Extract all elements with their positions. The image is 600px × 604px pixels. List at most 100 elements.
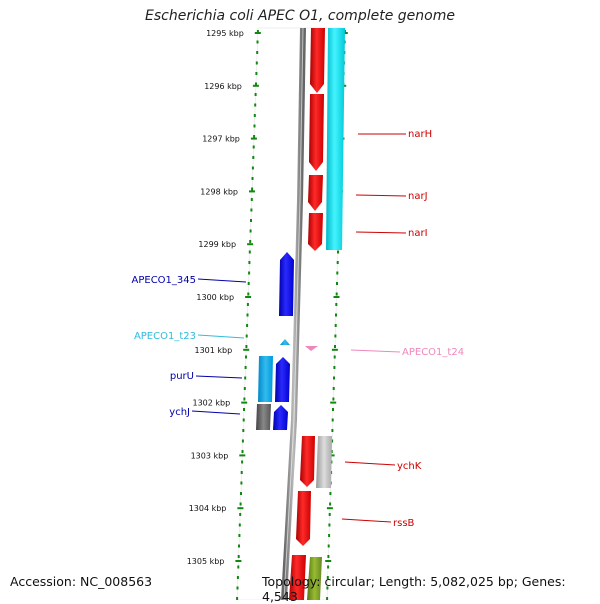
feature-label-narJ[interactable]: narJ (408, 191, 428, 202)
ruler-dot-left (240, 492, 242, 495)
feature-label-purU[interactable]: purU (170, 371, 194, 382)
gene-arrow-ychK (300, 436, 315, 487)
gene-arrow-APECO1_t24 (305, 346, 318, 351)
ruler-dot-left (238, 523, 241, 527)
gene-arrow-narI (308, 213, 323, 251)
ruler-dot-right (326, 586, 329, 590)
ruler-dot-left (251, 187, 254, 191)
ruler-dot-right (333, 376, 335, 380)
ruler-dot-left (241, 439, 244, 443)
feature-labels: narH narJ narI APECO1_345 APECO1_t23 APE… (132, 129, 465, 529)
ruler-dot-right (329, 502, 332, 506)
ruler-tick-label: 1295 kbp (206, 29, 244, 38)
ruler-dot-left (256, 40, 259, 44)
ruler-dot-left (252, 156, 255, 159)
ruler-tick-right (325, 560, 332, 562)
gene-arrow (310, 28, 325, 93)
ruler-dot-left (245, 334, 248, 338)
ruler-dot-right (328, 534, 331, 537)
ruler-dot-right (332, 387, 335, 390)
ruler-dot-left (248, 250, 251, 254)
ruler-dot-left (239, 513, 242, 516)
gene-arrow-olive (307, 557, 322, 600)
ruler-dot-left (246, 303, 249, 306)
feature-label-narI[interactable]: narI (408, 228, 428, 239)
ruler-dot-left (247, 292, 250, 296)
ruler-dot-right (332, 408, 334, 411)
ruler-dot-left (243, 397, 246, 401)
ruler-dot-left (245, 345, 248, 348)
ruler-dot-right (331, 429, 334, 432)
ruler-tick-left (252, 84, 259, 87)
label-connectors (191, 133, 407, 523)
ruler-dot-right (331, 418, 334, 422)
feature-label-APECO1_t24[interactable]: APECO1_t24 (402, 347, 464, 358)
ruler-tick-left (245, 296, 252, 298)
ruler-dot-left (250, 198, 253, 201)
ruler-tick-label: 1303 kbp (191, 451, 229, 460)
ruler-tick-left (247, 243, 254, 246)
ruler-dot-left (244, 366, 247, 369)
ruler-dot-right (328, 513, 331, 516)
ruler-tick-label: 1301 kbp (194, 346, 232, 355)
ruler-dot-right (335, 292, 338, 296)
ruler-dot-right (336, 271, 339, 275)
ruler-dot-left (236, 576, 239, 579)
gene-arrow-narJ (308, 175, 323, 211)
ruler-dot-left (246, 324, 249, 327)
highlight-track (326, 28, 345, 250)
ruler-dot-right (333, 366, 336, 369)
ruler-dot-left (253, 114, 256, 117)
ruler-tick-right (330, 401, 337, 404)
ruler-dot-right (328, 523, 331, 527)
ruler-dot-right (336, 261, 339, 264)
ruler-dot-right (334, 345, 336, 348)
ruler-dot-left (248, 271, 251, 275)
ruler-dot-left (245, 355, 247, 359)
feature-label-APECO1_t23[interactable]: APECO1_t23 (134, 331, 196, 342)
ruler-dot-left (237, 565, 240, 569)
ruler-dot-left (251, 166, 254, 170)
feature-label-APECO1_345[interactable]: APECO1_345 (132, 275, 197, 286)
ruler-tick-label: 1300 kbp (196, 293, 234, 302)
ruler-dot-left (236, 597, 239, 600)
ruler-dot-right (334, 324, 337, 327)
ruler-dot-left (242, 418, 245, 422)
ruler-tick-label: 1299 kbp (198, 240, 236, 249)
ruler-dot-left (243, 408, 245, 411)
gene-arrow-narH (309, 94, 324, 171)
ruler-tick-left (237, 507, 244, 510)
feature-label-ychK[interactable]: ychK (397, 461, 422, 472)
gene-arrow-APECO1_345 (279, 252, 294, 316)
ruler-tick-label: 1304 kbp (189, 504, 227, 513)
ruler-tick-right (326, 507, 333, 510)
ruler-dot-left (243, 387, 246, 390)
ruler-dot-right (335, 303, 338, 306)
ruler-dot-left (253, 135, 256, 138)
ruler-tick-left (235, 560, 242, 562)
feature-label-ychJ[interactable]: ychJ (169, 407, 190, 418)
ruler-tick-label: 1302 kbp (192, 399, 230, 408)
ruler-dot-left (255, 82, 257, 86)
gene-arrow-rssB (296, 491, 311, 546)
ruler-dot-left (241, 450, 244, 453)
feature-label-narH[interactable]: narH (408, 129, 432, 140)
ruler-dot-right (335, 313, 337, 317)
gene-arrow-APECO1_t23 (280, 339, 290, 345)
ruler-dot-right (331, 439, 334, 443)
ruler-tick-left (254, 32, 261, 34)
ruler-dot-left (249, 240, 252, 243)
ruler-dot-left (255, 72, 258, 75)
ruler-tick-label: 1296 kbp (204, 82, 242, 91)
ruler-dot-left (240, 481, 243, 485)
ruler-tick-label: 1298 kbp (200, 187, 238, 196)
ruler-tick-left (241, 401, 248, 404)
feature-label-rssB[interactable]: rssB (393, 518, 415, 529)
ruler-dot-left (255, 61, 258, 65)
ruler-tick-right (331, 348, 338, 351)
ruler-dot-left (236, 586, 239, 590)
ruler-dot-left (254, 103, 257, 107)
ruler-dot-right (336, 282, 338, 285)
ruler-dot-left (250, 219, 252, 222)
ruler-dot-left (247, 282, 250, 285)
